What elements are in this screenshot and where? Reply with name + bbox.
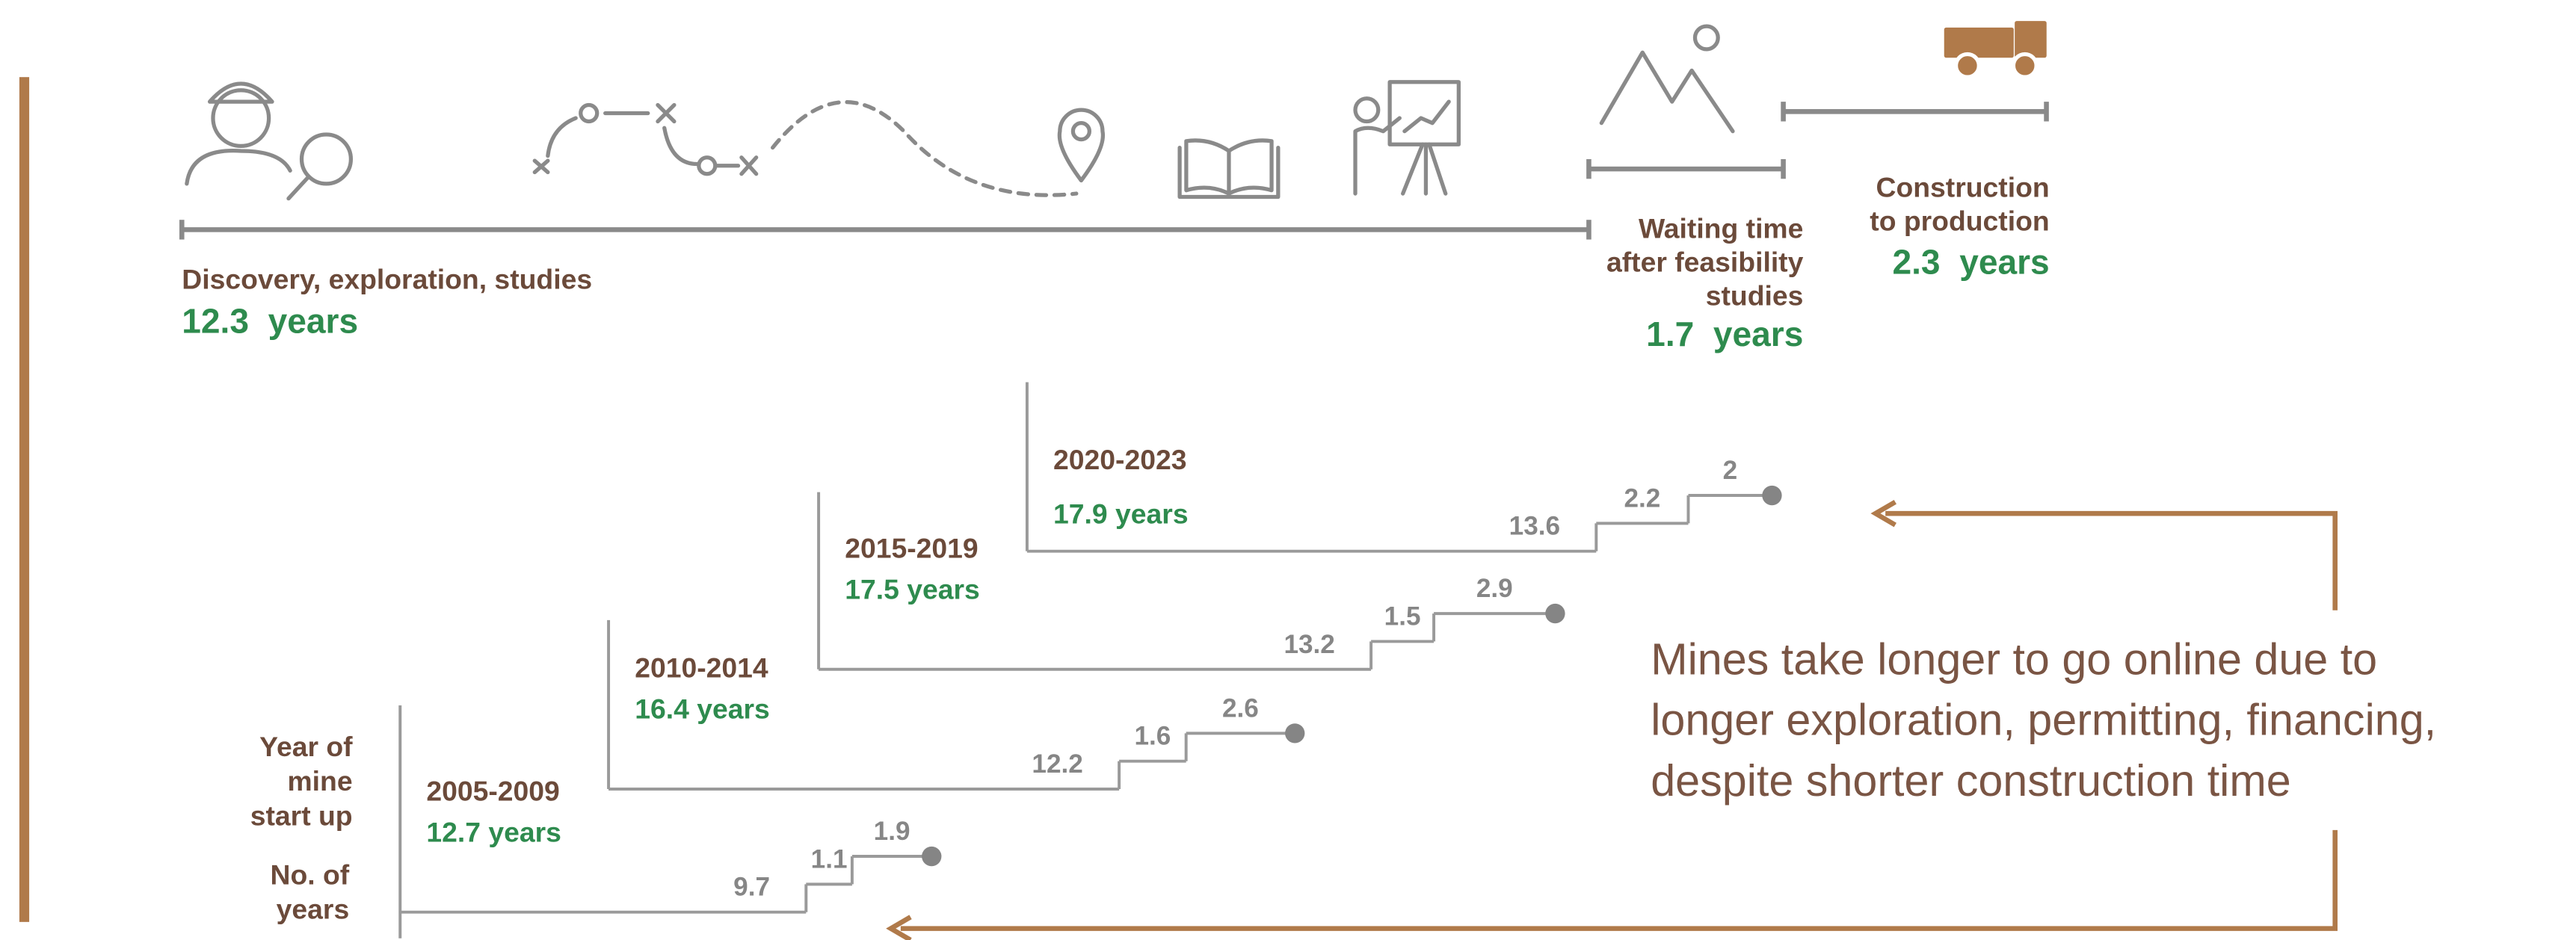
phase-years: 2.3 years: [1893, 243, 2050, 282]
phase-value: 12.3: [182, 302, 249, 341]
arrows: [886, 499, 2338, 940]
period-total: 17.5 years: [845, 573, 980, 604]
step-end: [1545, 603, 1565, 624]
step-value: 2.2: [1624, 483, 1660, 513]
phase-value: 1.7: [1646, 315, 1694, 353]
step-value: 2.9: [1476, 574, 1513, 603]
period-total: 12.7 years: [426, 816, 561, 847]
period-unit: years: [1115, 498, 1189, 529]
phase-unit: years: [1959, 243, 2049, 282]
annotation: longer exploration, permitting, financin…: [1651, 695, 2436, 745]
step-value: 2: [1723, 456, 1738, 485]
phase-label: to production: [1870, 205, 2049, 236]
period-total: 17.9 years: [1053, 498, 1189, 529]
step-value: 12.2: [1032, 749, 1082, 779]
phase-label: Waiting time: [1639, 212, 1803, 244]
period-unit: years: [907, 573, 980, 604]
step-end: [1762, 485, 1782, 506]
icons: [185, 21, 2047, 201]
step-value: 13.6: [1509, 512, 1560, 541]
step-end: [922, 846, 942, 867]
period-unit: years: [697, 693, 770, 725]
step-value: 1.5: [1384, 602, 1421, 631]
step-value: 1.1: [811, 844, 848, 873]
step-value: 13.2: [1284, 630, 1334, 659]
phase-label: Construction: [1876, 171, 2050, 202]
phase-unit: years: [268, 302, 358, 341]
period-total-value: 16.4: [635, 693, 689, 725]
value-label: years: [277, 893, 350, 924]
period-total-value: 17.5: [845, 573, 899, 604]
period-name: 2005-2009: [426, 775, 559, 806]
period-unit: years: [488, 816, 561, 847]
step-end: [1285, 723, 1305, 743]
phase-label: after feasibility: [1606, 246, 1804, 277]
row-label: start up: [250, 800, 353, 831]
step-value: 2.6: [1222, 693, 1259, 723]
annotation: Mines take longer to go online due to: [1651, 634, 2377, 684]
row-label: Year of: [259, 731, 353, 762]
phase-years: 1.7 years: [1646, 315, 1803, 353]
step-value: 1.9: [874, 817, 910, 846]
phase-years: 12.3 years: [182, 302, 358, 341]
side-bar: [19, 77, 30, 922]
phase-unit: years: [1713, 315, 1803, 353]
phase-label: Discovery, exploration, studies: [182, 263, 592, 294]
period-total: 16.4 years: [635, 693, 770, 725]
period-name: 2020-2023: [1053, 444, 1186, 475]
row-label: mine: [287, 765, 352, 797]
period-total-value: 12.7: [426, 816, 481, 847]
period-total-value: 17.9: [1053, 498, 1108, 529]
annotation: despite shorter construction time: [1651, 755, 2290, 806]
period-name: 2010-2014: [635, 652, 768, 684]
period-name: 2015-2019: [845, 532, 978, 563]
value-label: No. of: [270, 859, 349, 890]
phase-label: studies: [1706, 279, 1804, 311]
step-value: 1.6: [1134, 722, 1171, 751]
step-value: 9.7: [733, 873, 770, 902]
phase-value: 2.3: [1893, 243, 1941, 282]
